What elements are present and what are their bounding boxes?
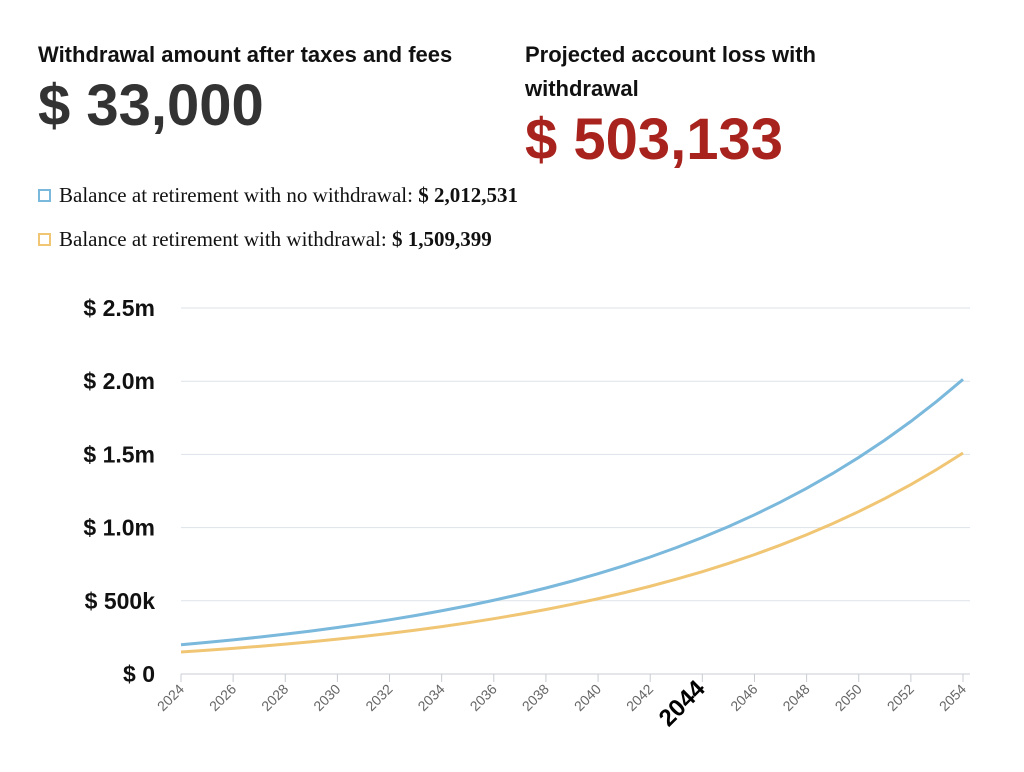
x-tick-label: 2032: [362, 681, 395, 714]
x-tick-label: 2036: [467, 681, 500, 714]
x-tick-label: 2052: [884, 681, 917, 714]
x-tick-label: 2026: [206, 681, 239, 714]
legend-entry: Balance at retirement with withdrawal: $…: [38, 227, 492, 252]
withdrawal-amount: $ 33,000: [38, 73, 264, 138]
legend-value: $ 1,509,399: [391, 227, 492, 251]
loss-amount: $ 503,133: [525, 107, 784, 172]
x-tick-label: 2044: [654, 675, 711, 732]
legend-value: $ 2,012,531: [418, 183, 518, 207]
series-line: [180, 451, 964, 654]
loss-heading: Projected account loss with withdrawal: [525, 42, 816, 101]
legend-swatch: [38, 233, 51, 246]
legend-swatch: [38, 189, 51, 202]
y-tick-label: $ 2.0m: [83, 368, 155, 394]
y-tick-label: $ 1.5m: [83, 441, 155, 467]
x-tick-label: 2042: [623, 681, 656, 714]
x-tick-label: 2054: [936, 681, 969, 714]
x-tick-label: 2028: [258, 681, 291, 714]
withdrawal-heading: Withdrawal amount after taxes and fees: [38, 42, 453, 67]
loss-panel: Projected account loss with withdrawal $…: [525, 38, 905, 170]
x-tick-label: 2050: [832, 681, 865, 714]
x-tick-label: 2024: [154, 681, 187, 714]
withdrawal-panel: Withdrawal amount after taxes and fees $…: [38, 38, 498, 136]
x-tick-label: 2046: [727, 681, 760, 714]
y-tick-label: $ 500k: [85, 588, 156, 614]
x-tick-label: 2040: [571, 681, 604, 714]
x-tick-label: 2048: [779, 681, 812, 714]
y-tick-label: $ 1.0m: [83, 515, 155, 541]
y-tick-label: $ 0: [123, 661, 155, 687]
x-tick-label: 2030: [310, 681, 343, 714]
y-tick-label: $ 2.5m: [83, 295, 155, 321]
legend-label: Balance at retirement with withdrawal:: [59, 227, 387, 251]
series-line: [180, 378, 964, 647]
x-tick-label: 2034: [414, 681, 447, 714]
legend-entry: Balance at retirement with no withdrawal…: [38, 183, 518, 208]
legend-label: Balance at retirement with no withdrawal…: [59, 183, 413, 207]
x-tick-label: 2038: [519, 681, 552, 714]
